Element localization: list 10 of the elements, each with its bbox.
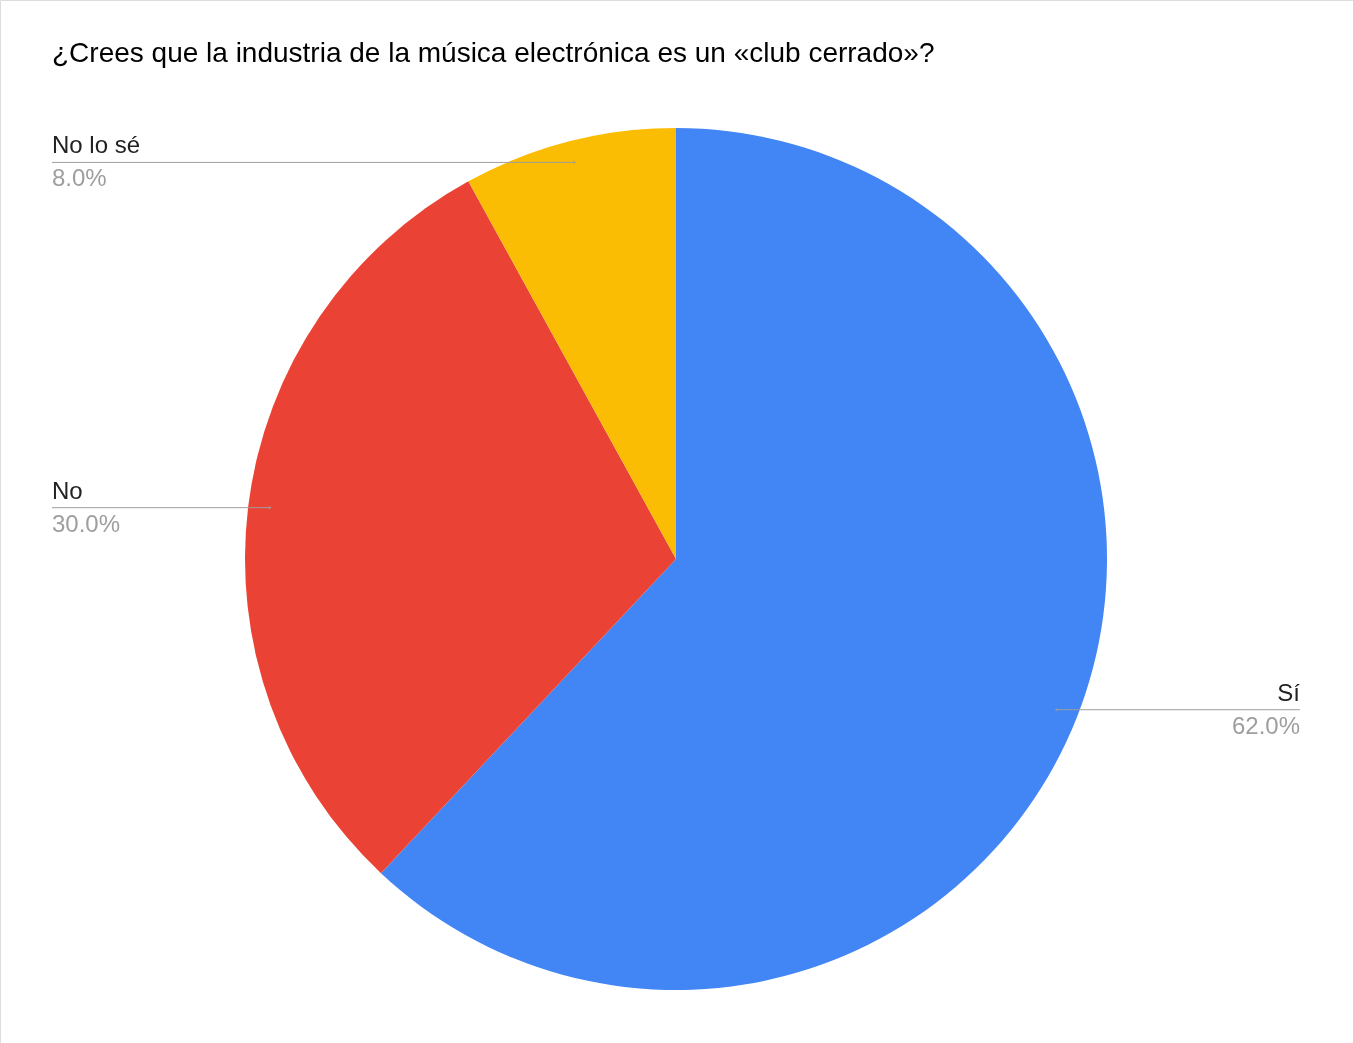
pie-slice — [468, 128, 676, 559]
chart-title: ¿Crees que la industria de la música electrónica es un «club cerrado»? — [52, 37, 935, 68]
pie-slice — [245, 181, 676, 874]
data-label: 62.0% — [1231, 711, 1300, 739]
slice-label: Sí — [1277, 678, 1301, 706]
pie-slice — [380, 128, 1107, 990]
slice-label: No — [52, 476, 83, 504]
slice-label: No lo sé — [52, 131, 141, 159]
data-label: 30.0% — [52, 509, 121, 537]
data-label: 8.0% — [52, 164, 107, 192]
